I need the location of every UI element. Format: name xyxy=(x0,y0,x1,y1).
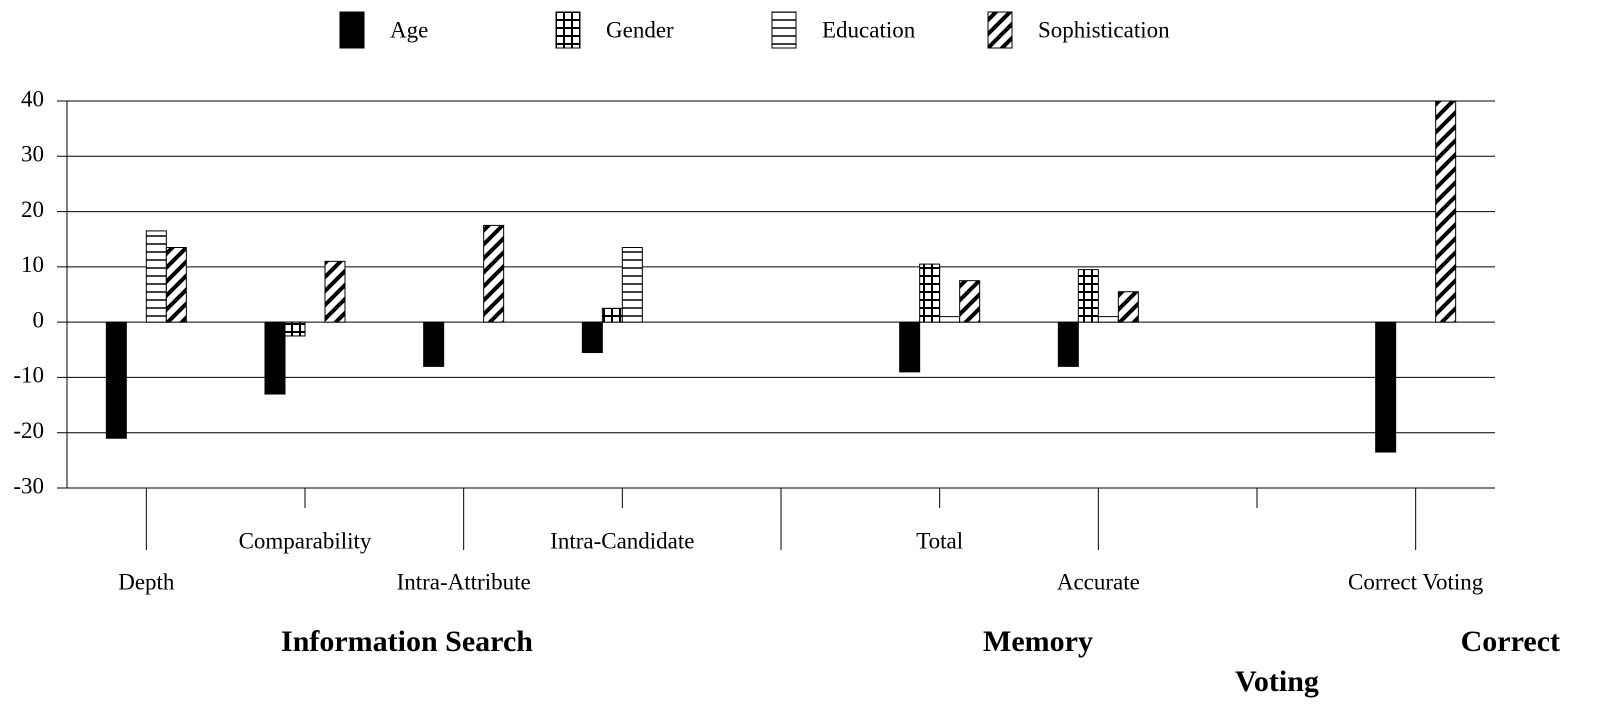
bar xyxy=(621,247,643,323)
legend-swatch xyxy=(987,11,1013,49)
x-tick-label: Accurate xyxy=(1057,569,1140,594)
bar xyxy=(483,224,505,323)
group-label: Information Search xyxy=(281,625,533,658)
bar xyxy=(581,321,603,354)
y-tick-label: 20 xyxy=(21,197,44,222)
legend-swatch xyxy=(339,11,365,49)
bar xyxy=(939,316,961,323)
x-tick-label: Correct Voting xyxy=(1348,569,1484,594)
y-tick-label: 0 xyxy=(33,307,45,332)
legend-label: Gender xyxy=(606,17,674,42)
bar xyxy=(1057,321,1079,367)
bar xyxy=(145,230,167,323)
group-label: Memory xyxy=(983,625,1093,658)
x-tick-label: Depth xyxy=(118,569,175,594)
legend-swatch xyxy=(771,11,797,49)
group-label: Correct Voting xyxy=(1235,625,1560,698)
bar xyxy=(165,247,187,323)
bar xyxy=(919,263,941,323)
bar xyxy=(423,321,445,367)
y-tick-label: 40 xyxy=(21,86,44,111)
bar xyxy=(1375,321,1397,453)
bar xyxy=(1435,100,1457,323)
bar xyxy=(899,321,921,373)
legend-swatch xyxy=(555,11,581,49)
x-tick-label: Comparability xyxy=(239,528,372,553)
legend-label: Sophistication xyxy=(1038,17,1170,42)
legend-label: Age xyxy=(390,17,428,42)
bar xyxy=(284,321,306,337)
y-tick-label: 30 xyxy=(21,142,44,167)
legend-label: Education xyxy=(822,17,916,42)
x-tick-label: Total xyxy=(916,528,963,553)
y-tick-label: 10 xyxy=(21,252,44,277)
bar xyxy=(324,260,346,323)
bar xyxy=(1077,269,1099,323)
bar xyxy=(1117,291,1139,323)
bar xyxy=(959,280,981,323)
y-tick-label: -30 xyxy=(13,473,44,498)
bar xyxy=(601,307,623,323)
y-tick-label: -20 xyxy=(13,418,44,443)
y-tick-label: -10 xyxy=(13,363,44,388)
x-tick-label: Intra-Attribute xyxy=(397,569,531,594)
bar xyxy=(1097,316,1119,323)
bar xyxy=(105,321,127,439)
bar xyxy=(264,321,286,395)
x-tick-label: Intra-Candidate xyxy=(550,528,694,553)
